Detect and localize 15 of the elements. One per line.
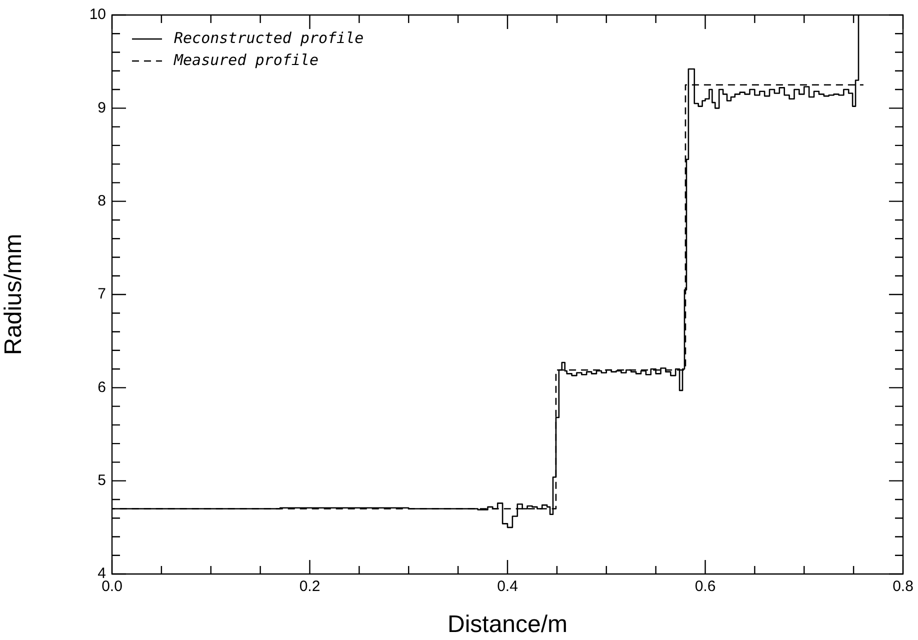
legend-label: Reconstructed profile <box>174 28 364 47</box>
y-axis-title: Radius/mm <box>0 234 28 356</box>
y-tick-label: 7 <box>98 286 106 303</box>
y-tick-label: 10 <box>89 6 106 24</box>
x-tick-label: 0.4 <box>497 578 518 596</box>
legend-label: Measured profile <box>173 50 318 69</box>
x-tick-label: 0.8 <box>892 578 914 596</box>
y-tick-label: 9 <box>98 99 106 116</box>
x-tick-label: 0.0 <box>102 578 122 596</box>
y-tick-label: 8 <box>98 192 106 210</box>
x-tick-label: 0.6 <box>694 578 716 596</box>
x-axis-title: Distance/m <box>447 611 568 638</box>
x-tick-label: 0.2 <box>299 578 320 596</box>
y-tick-label: 5 <box>98 472 106 489</box>
y-tick-label: 6 <box>98 378 106 396</box>
